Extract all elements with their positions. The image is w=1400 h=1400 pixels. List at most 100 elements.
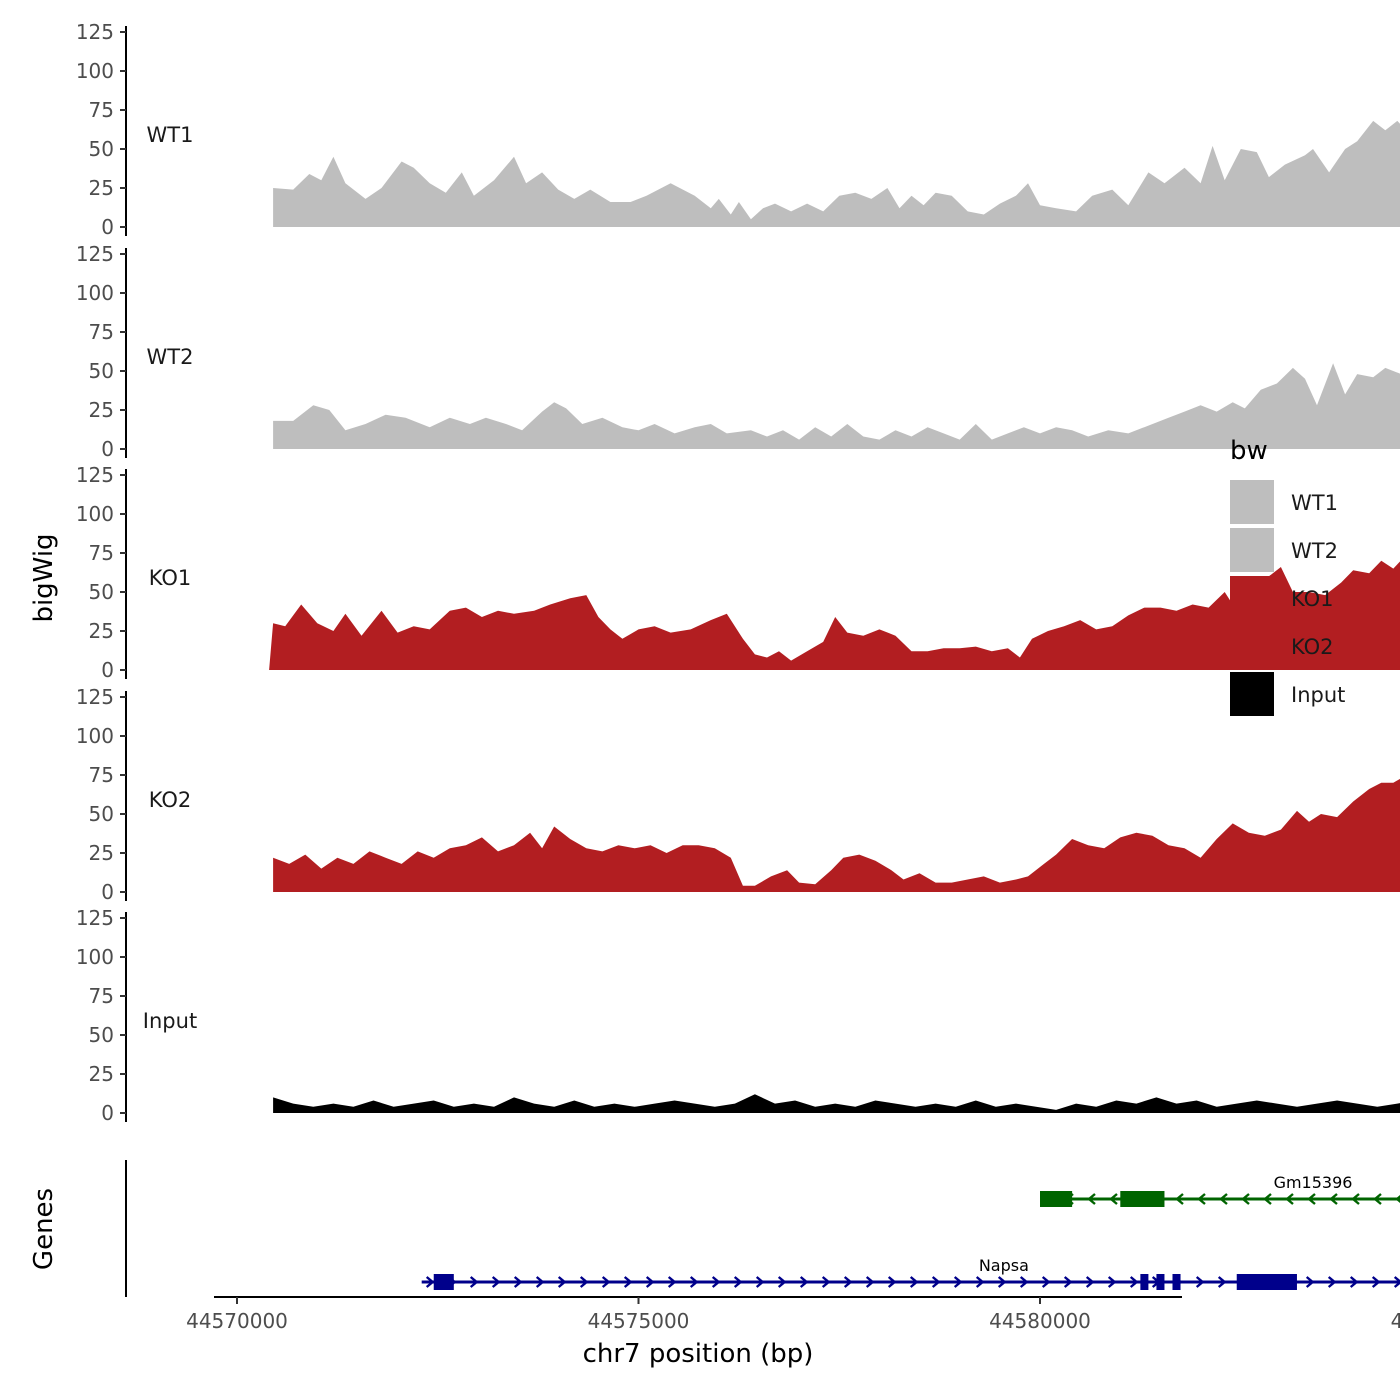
gene-label-gm15396: Gm15396 <box>1274 1173 1353 1192</box>
y-tick-label: 125 <box>76 685 114 709</box>
exon <box>1156 1274 1165 1290</box>
strand-arrow <box>557 1276 567 1288</box>
legend-label-wt1: WT1 <box>1291 491 1338 515</box>
area-ko1 <box>269 560 1400 670</box>
strand-arrow <box>1197 1193 1206 1205</box>
strand-arrow <box>1329 1193 1338 1205</box>
legend-key-wt2 <box>1230 528 1274 572</box>
strand-arrow <box>1175 1193 1184 1205</box>
strand-arrow <box>953 1276 963 1288</box>
strand-arrow <box>1107 1276 1117 1288</box>
y-tick-label: 25 <box>89 176 114 200</box>
exon <box>1172 1274 1181 1290</box>
y-axis-title: bigWig <box>29 533 59 622</box>
y-tick-label: 100 <box>76 281 114 305</box>
y-tick-label: 50 <box>89 1023 114 1047</box>
exon <box>1120 1191 1165 1207</box>
gene-track: Gm15396 Napsa <box>125 1160 1400 1297</box>
legend-label-ko1: KO1 <box>1291 587 1334 611</box>
y-tick-label: 75 <box>89 541 114 565</box>
y-tick-label: 125 <box>76 20 114 44</box>
y-tick-label: 0 <box>101 437 114 461</box>
strand-arrow <box>1085 1276 1095 1288</box>
strand-arrow <box>491 1276 501 1288</box>
gene-napsa: Napsa <box>421 1256 1400 1290</box>
strand-arrow <box>469 1276 479 1288</box>
strand-arrow <box>821 1276 831 1288</box>
exon <box>433 1274 454 1290</box>
track-label-ko2: KO2 <box>149 788 192 812</box>
strand-arrow <box>513 1276 523 1288</box>
strand-arrow <box>1041 1276 1051 1288</box>
strand-arrow <box>1087 1193 1096 1205</box>
track-wt1: 0 25 50 75 100 125 WT1 <box>76 20 1400 239</box>
y-tick-label: 100 <box>76 724 114 748</box>
strand-arrow <box>865 1276 875 1288</box>
strand-arrow <box>425 1276 435 1288</box>
strand-arrow <box>843 1276 853 1288</box>
strand-arrow <box>887 1276 897 1288</box>
y-tick-label: 125 <box>76 463 114 487</box>
strand-arrow <box>1109 1193 1118 1205</box>
strand-arrow <box>1307 1193 1316 1205</box>
strand-arrow <box>711 1276 721 1288</box>
y-tick-label: 50 <box>89 802 114 826</box>
exon <box>1236 1274 1297 1290</box>
x-tick-label: 44575000 <box>588 1309 690 1333</box>
y-tick-label: 100 <box>76 945 114 969</box>
strand-arrow <box>975 1276 985 1288</box>
strand-arrow <box>1349 1276 1359 1288</box>
strand-arrow <box>1063 1276 1073 1288</box>
strand-arrow <box>535 1276 545 1288</box>
track-ko2: 0 25 50 75 100 125 KO2 <box>76 685 1400 904</box>
strand-arrow <box>1371 1276 1381 1288</box>
strand-arrow <box>755 1276 765 1288</box>
strand-arrow <box>909 1276 919 1288</box>
strand-arrow <box>1217 1276 1227 1288</box>
legend-label-wt2: WT2 <box>1291 539 1338 563</box>
y-tick-label: 0 <box>101 215 114 239</box>
y-tick-label: 100 <box>76 502 114 526</box>
y-tick-label: 100 <box>76 59 114 83</box>
strand-arrow <box>623 1276 633 1288</box>
gene-gm15396: Gm15396 <box>1040 1173 1400 1207</box>
legend-key-wt1 <box>1230 480 1274 524</box>
track-label-input: Input <box>143 1009 197 1033</box>
strand-arrow <box>1285 1193 1294 1205</box>
legend-title: bw <box>1230 436 1268 466</box>
strand-arrow <box>645 1276 655 1288</box>
x-tick-label: 44580000 <box>989 1309 1091 1333</box>
track-input: 0 25 50 75 100 125 Input <box>76 906 1400 1125</box>
bigwig-tracks: 0 25 50 75 100 125 WT1 0 25 50 75 100 125 WT2 0 25 50 75 1… <box>76 20 1400 1125</box>
y-tick-label: 75 <box>89 984 114 1008</box>
track-wt2: 0 25 50 75 100 125 WT2 <box>76 242 1400 461</box>
strand-arrow <box>1241 1193 1250 1205</box>
y-tick-label: 125 <box>76 242 114 266</box>
y-tick-label: 25 <box>89 841 114 865</box>
strand-arrow <box>1263 1193 1272 1205</box>
y-tick-label: 75 <box>89 320 114 344</box>
y-tick-label: 125 <box>76 906 114 930</box>
strand-arrow <box>997 1276 1007 1288</box>
x-axis: 44570000 44575000 44580000 44585000 <box>186 1296 1400 1333</box>
y-tick-label: 25 <box>89 398 114 422</box>
y-tick-label: 75 <box>89 763 114 787</box>
strand-arrow <box>1129 1276 1139 1288</box>
strand-arrow <box>777 1276 787 1288</box>
legend-label-input: Input <box>1291 683 1345 707</box>
strand-arrow <box>1019 1276 1029 1288</box>
strand-arrow <box>799 1276 809 1288</box>
area-wt1 <box>273 120 1400 227</box>
area-input <box>273 1094 1400 1113</box>
strand-arrow <box>1373 1193 1382 1205</box>
y-tick-label: 50 <box>89 580 114 604</box>
y-tick-label: 50 <box>89 359 114 383</box>
track-label-wt2: WT2 <box>147 345 194 369</box>
strand-arrow <box>733 1276 743 1288</box>
y-tick-label: 75 <box>89 98 114 122</box>
legend-key-ko1 <box>1230 576 1274 620</box>
exon <box>1040 1191 1073 1207</box>
legend-label-ko2: KO2 <box>1291 635 1334 659</box>
strand-arrow <box>579 1276 589 1288</box>
